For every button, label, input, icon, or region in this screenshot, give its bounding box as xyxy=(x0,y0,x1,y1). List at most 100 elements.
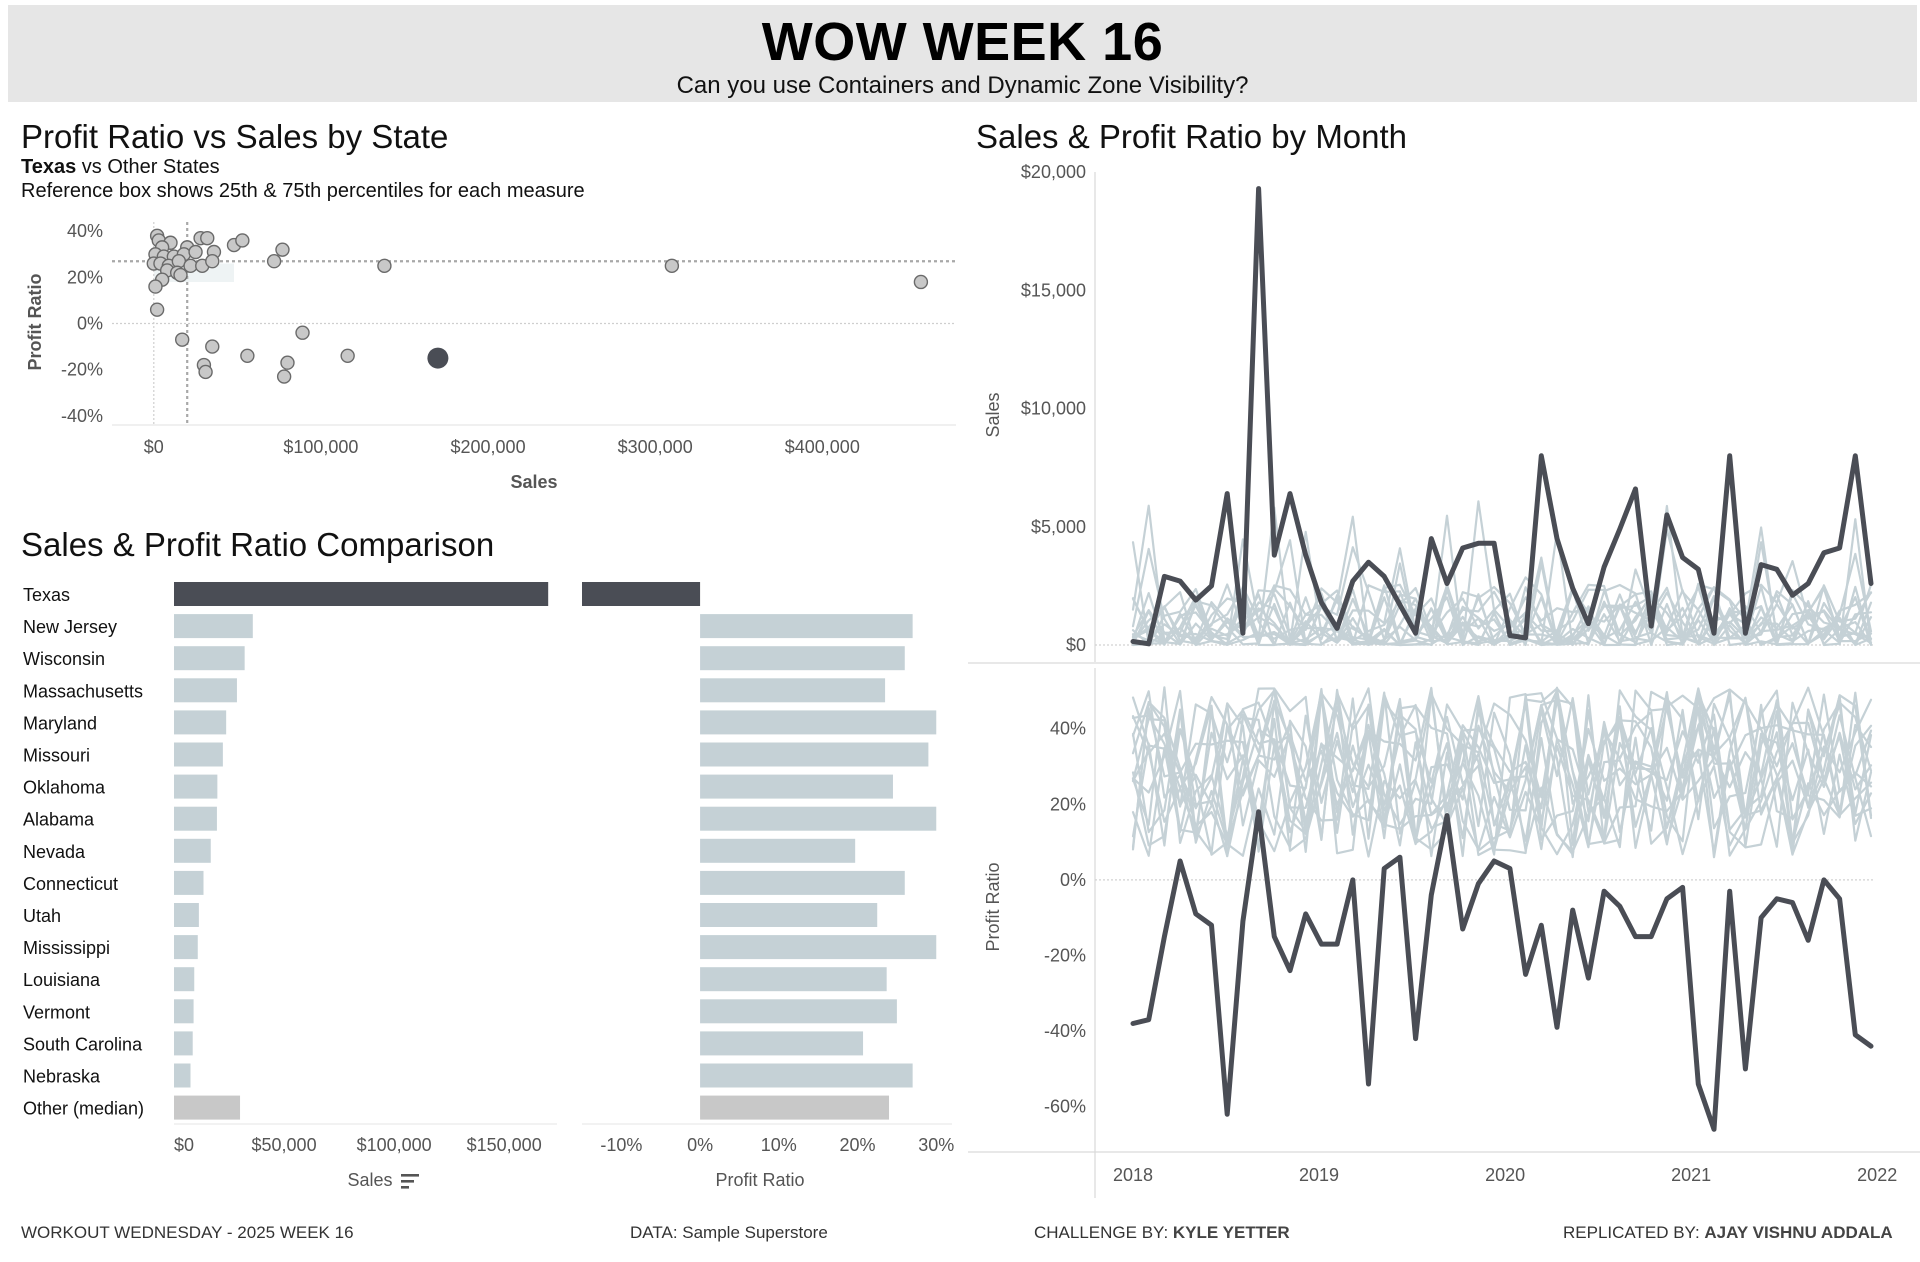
sales-bar xyxy=(174,582,549,606)
ratio-y-tick-label: -60% xyxy=(1044,1097,1086,1117)
profit-ratio-bar xyxy=(700,1095,890,1120)
other-state-sales-line xyxy=(1131,547,1873,647)
state-point xyxy=(377,258,392,274)
sales-bar xyxy=(174,999,194,1024)
state-point xyxy=(913,274,929,290)
sales-bar xyxy=(174,806,217,831)
ratio-y-tick-label: 0% xyxy=(1060,870,1086,890)
profit-ratio-bar xyxy=(700,967,887,992)
sort-icon xyxy=(401,1186,409,1189)
profit-ratio-bar xyxy=(700,903,878,927)
monthly-title: Sales & Profit Ratio by Month xyxy=(976,118,1408,155)
state-label: Oklahoma xyxy=(23,778,106,798)
state-point xyxy=(148,279,163,294)
scatter-x-axis-label: Sales xyxy=(510,472,557,492)
sales-bar xyxy=(174,903,199,927)
state-label: Connecticut xyxy=(23,874,118,894)
profit-ratio-bar xyxy=(700,742,929,767)
ratio-tick-label: 10% xyxy=(761,1135,797,1155)
sales-bar xyxy=(174,935,198,960)
sales-bar xyxy=(174,870,204,895)
footer-data-source: DATA: Sample Superstore xyxy=(630,1223,828,1242)
state-label: Nevada xyxy=(23,842,86,862)
dashboard-header: WOW WEEK 16 Can you use Containers and D… xyxy=(8,5,1917,102)
profit-ratio-bar xyxy=(700,806,937,831)
other-state-ratio-line xyxy=(1131,688,1873,851)
sales-bar xyxy=(174,678,237,703)
state-label: Missouri xyxy=(23,746,90,766)
sales-tick-label: $50,000 xyxy=(252,1135,317,1155)
state-point xyxy=(174,332,190,347)
sales-bar xyxy=(174,1063,191,1088)
other-state-ratio-line xyxy=(1131,689,1873,855)
state-label: Other (median) xyxy=(23,1099,144,1119)
state-point xyxy=(280,355,295,370)
state-label: Utah xyxy=(23,906,61,926)
footer-challenge-name: KYLE YETTER xyxy=(1172,1223,1290,1242)
scatter-y-tick-label: 0% xyxy=(77,314,103,334)
other-state-ratio-line xyxy=(1131,691,1873,856)
state-label: Louisiana xyxy=(23,970,101,990)
profit-ratio-bar xyxy=(700,935,937,960)
sales-bar xyxy=(174,742,223,767)
sales-y-tick-label: $5,000 xyxy=(1031,517,1086,537)
profit-ratio-bar xyxy=(700,1063,913,1088)
footer-replicated-prefix: REPLICATED BY: xyxy=(1563,1223,1705,1242)
year-tick-label: 2018 xyxy=(1113,1165,1153,1185)
profit-ratio-bar xyxy=(700,710,937,735)
state-label: Mississippi xyxy=(23,938,110,958)
sales-bar xyxy=(174,1095,241,1120)
state-label: Vermont xyxy=(23,1002,90,1022)
profit-ratio-bar xyxy=(700,1031,864,1056)
profit-ratio-bar xyxy=(700,614,913,639)
sales-tick-label: $0 xyxy=(174,1135,194,1155)
ratio-axis-label: Profit Ratio xyxy=(715,1170,804,1190)
sales-bar xyxy=(174,710,227,735)
scatter-x-tick-label: $300,000 xyxy=(618,437,693,457)
ratio-y-tick-label: -20% xyxy=(1044,945,1086,965)
texas-point xyxy=(427,347,449,369)
ratio-y-tick-label: 40% xyxy=(1050,719,1086,739)
sales-bar xyxy=(174,967,195,992)
state-point xyxy=(205,339,220,354)
scatter-subtitle: Texas vs Other States xyxy=(21,156,220,179)
sales-bar xyxy=(174,1031,193,1056)
state-label: Texas xyxy=(23,585,70,605)
sales-y-tick-label: $20,000 xyxy=(1021,162,1086,182)
profit-ratio-bar xyxy=(582,582,701,606)
dashboard-title: WOW WEEK 16 xyxy=(761,12,1164,72)
state-point xyxy=(276,369,292,384)
footer-challenge-prefix: CHALLENGE BY: xyxy=(1034,1223,1173,1242)
scatter-x-tick-label: $200,000 xyxy=(451,437,526,457)
scatter-y-axis-label: Profit Ratio xyxy=(25,273,45,370)
sales-bar xyxy=(174,838,211,863)
state-point xyxy=(664,258,680,274)
scatter-subtitle-rest: vs Other States xyxy=(76,156,220,178)
state-point xyxy=(188,244,203,260)
scatter-reference-note: Reference box shows 25th & 75th percenti… xyxy=(21,180,585,202)
state-label: Alabama xyxy=(23,810,95,830)
year-tick-label: 2022 xyxy=(1857,1165,1897,1185)
ratio-tick-label: 30% xyxy=(918,1135,954,1155)
year-tick-label: 2021 xyxy=(1671,1165,1711,1185)
ratio-y-tick-label: -40% xyxy=(1044,1021,1086,1041)
scatter-x-tick-label: $400,000 xyxy=(785,437,860,457)
profit-ratio-bar xyxy=(700,678,886,703)
state-point xyxy=(340,348,355,363)
scatter-y-tick-label: 40% xyxy=(67,221,103,241)
sort-icon xyxy=(401,1180,414,1183)
sales-y-tick-label: $10,000 xyxy=(1021,399,1086,419)
ratio-tick-label: -10% xyxy=(600,1135,642,1155)
profit-ratio-bar xyxy=(700,646,905,671)
state-point xyxy=(235,233,250,248)
footer-week: WORKOUT WEDNESDAY - 2025 WEEK 16 xyxy=(21,1223,354,1242)
scatter-y-tick-label: -40% xyxy=(61,406,103,426)
state-label: Maryland xyxy=(23,713,97,733)
state-point xyxy=(200,230,215,246)
other-state-sales-line xyxy=(1131,584,1873,647)
scatter-y-tick-label: -20% xyxy=(61,360,103,380)
profit-ratio-bar xyxy=(700,838,856,863)
sales-y-tick-label: $0 xyxy=(1066,635,1086,655)
state-label: New Jersey xyxy=(23,617,117,637)
comparison-title: Sales & Profit Ratio Comparison xyxy=(21,526,495,563)
